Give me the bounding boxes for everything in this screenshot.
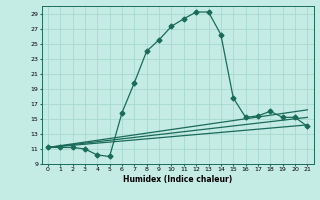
X-axis label: Humidex (Indice chaleur): Humidex (Indice chaleur) (123, 175, 232, 184)
